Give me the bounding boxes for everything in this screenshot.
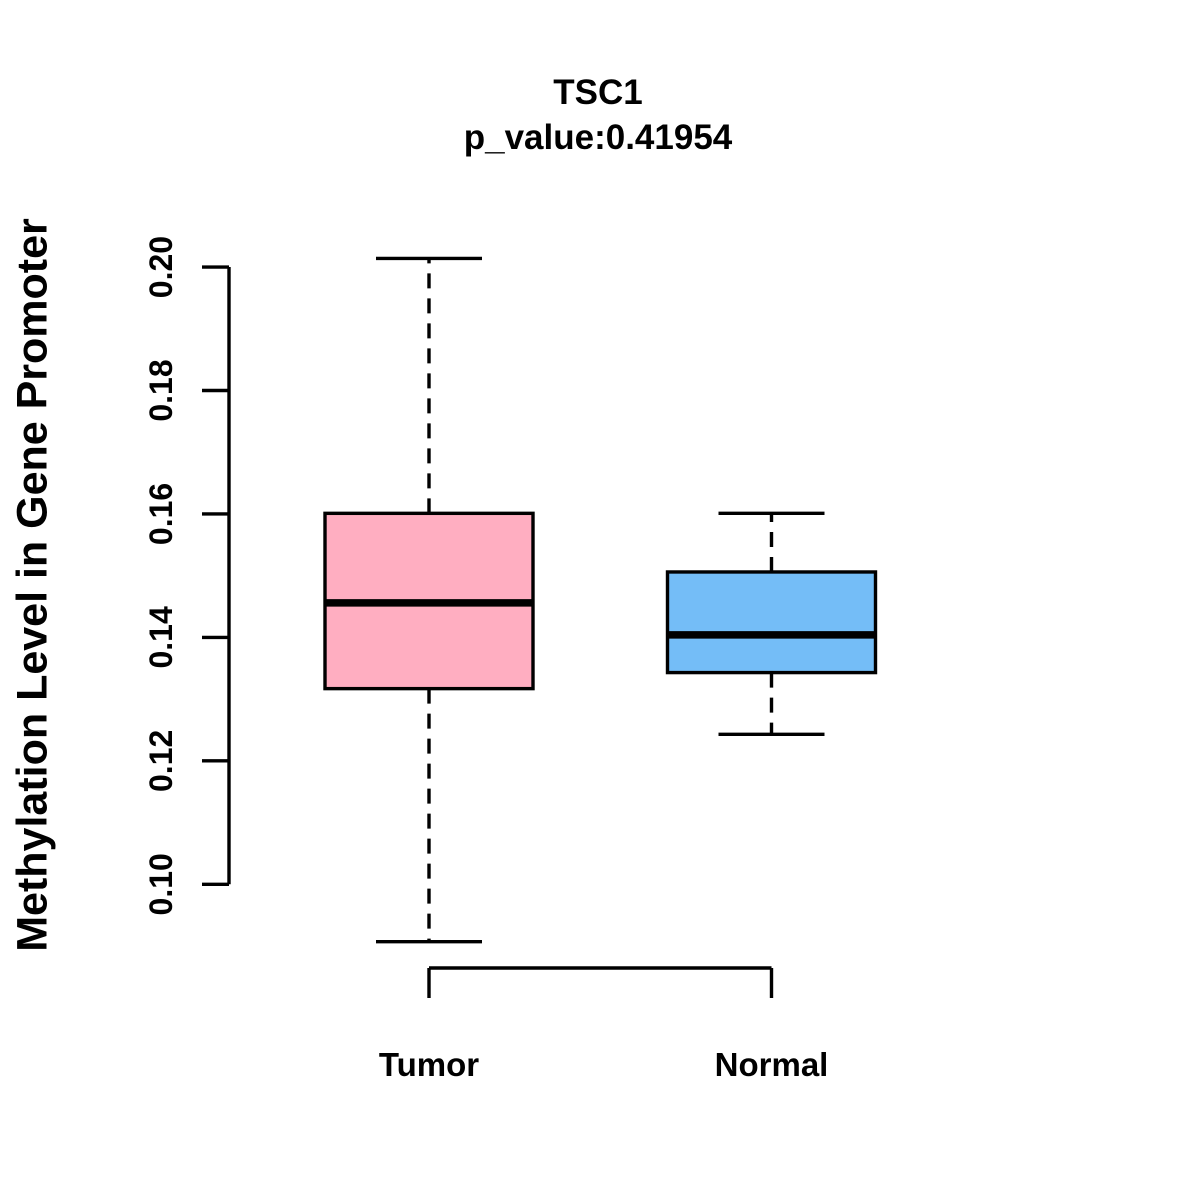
normal-box	[665, 570, 878, 675]
x-axis-label-tumor: Tumor	[379, 1046, 479, 1083]
y-axis-tick-label: 0.14	[143, 606, 179, 668]
y-axis-tick-label: 0.10	[143, 853, 179, 915]
y-axis-tick-label: 0.18	[143, 359, 179, 421]
y-axis-tick-label: 0.20	[143, 236, 179, 298]
chart-subtitle: p_value:0.41954	[463, 118, 733, 157]
chart-title: TSC1	[553, 73, 643, 112]
y-axis-tick-label: 0.12	[143, 730, 179, 792]
y-axis-tick-label: 0.16	[143, 483, 179, 545]
chart-title-block: TSC1 p_value:0.41954	[0, 70, 1196, 160]
x-axis-label-normal: Normal	[715, 1046, 829, 1083]
